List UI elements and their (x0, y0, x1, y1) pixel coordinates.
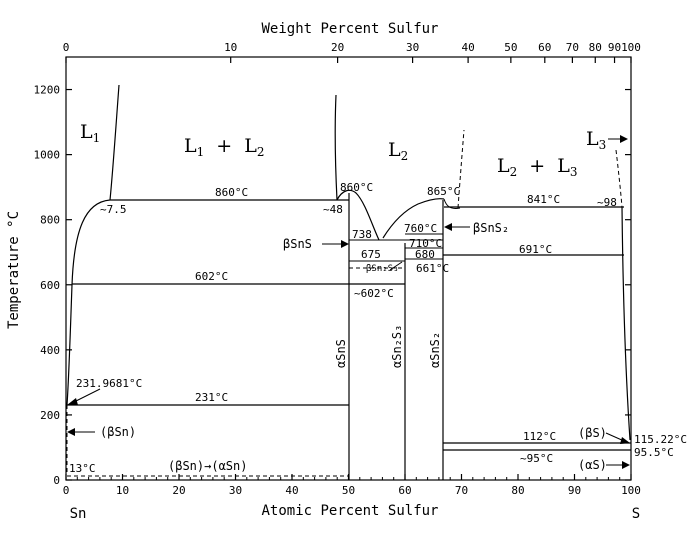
label-48: ~48 (323, 203, 343, 216)
label-680: 680 (415, 248, 435, 261)
top-tick-label: 50 (504, 41, 517, 54)
bottom-tick-label: 100 (621, 484, 641, 497)
label-asn-transition: (βSn)→(αSn) (168, 459, 247, 473)
l3-dashed-boundary (615, 149, 623, 208)
region-l2-l3: L2 + L3 (497, 155, 577, 179)
label-asn2s3: αSn₂S₃ (390, 325, 404, 368)
bottom-tick-label: 20 (172, 484, 185, 497)
bottom-axis-ticks: 0 10 20 30 40 50 60 70 80 90 100 (63, 474, 641, 497)
right-element-label: S (632, 506, 640, 522)
label-bsn2s3: βSn₂S₃ (366, 264, 399, 274)
label-231: 231°C (195, 391, 228, 404)
bs-arrow (605, 432, 630, 444)
top-tick-label: 20 (331, 41, 344, 54)
top-tick-label: 90 (608, 41, 621, 54)
label-13: 13°C (69, 462, 96, 475)
top-tick-label: 60 (538, 41, 551, 54)
label-841: 841°C (527, 193, 560, 206)
left-tick-label: 1000 (34, 149, 61, 162)
label-675: 675 (361, 248, 381, 261)
label-as: (αS) (578, 458, 607, 472)
top-tick-label: 40 (461, 41, 474, 54)
top-tick-label: 30 (406, 41, 419, 54)
label-asns2: αSnS₂ (428, 332, 442, 368)
label-bsns2: βSnS₂ (473, 221, 509, 235)
bsns-arrow (322, 240, 349, 248)
sn-solvus-curve (66, 199, 111, 406)
label-bsn: (βSn) (100, 425, 136, 439)
bottom-tick-label: 10 (116, 484, 129, 497)
bottom-tick-label: 70 (455, 484, 468, 497)
left-element-label: Sn (70, 506, 87, 522)
top-axis-title: Weight Percent Sulfur (261, 21, 438, 37)
bottom-axis-title: Atomic Percent Sulfur (261, 503, 438, 519)
left-tick-label: 600 (40, 279, 60, 292)
left-axis-title: Temperature °C (6, 211, 22, 329)
bottom-tick-label: 60 (398, 484, 411, 497)
bottom-tick-label: 50 (342, 484, 355, 497)
l1-liquidus-line (109, 84, 120, 201)
region-l3: L3 (586, 128, 606, 152)
label-112: 112°C (523, 430, 556, 443)
sn2s3-arrow (389, 261, 403, 271)
top-tick-label: 10 (224, 41, 237, 54)
label-602b: ~602°C (354, 287, 394, 300)
bottom-tick-label: 30 (229, 484, 242, 497)
label-115: 115.22°C (634, 433, 687, 446)
label-231-sn: 231.9681°C (76, 377, 142, 390)
label-bs: (βS) (578, 426, 607, 440)
label-865: 865°C (427, 185, 460, 198)
top-tick-label: 70 (566, 41, 579, 54)
label-602: 602°C (195, 270, 228, 283)
l2-l3-dashed-boundary (457, 129, 465, 209)
label-710: 710°C (409, 237, 442, 250)
label-98: ~98 (597, 196, 617, 209)
sn-melt-arrow (67, 388, 101, 405)
s-side-liquidus (621, 206, 631, 441)
label-asns: αSnS (334, 339, 348, 368)
label-760: 760°C (404, 222, 437, 235)
sns2-liquidus-left (382, 198, 445, 239)
label-955: 95.5°C (634, 446, 674, 459)
as-arrow (606, 461, 630, 469)
bsns2-arrow (444, 223, 470, 231)
label-691: 691°C (519, 243, 552, 256)
region-l2: L2 (388, 139, 408, 163)
bottom-tick-label: 40 (285, 484, 298, 497)
l2-liquidus-left (334, 94, 338, 201)
region-l1-l2: L1 + L2 (184, 135, 264, 159)
bsn-arrow (67, 428, 95, 436)
left-tick-label: 400 (40, 344, 60, 357)
label-860-right: 860°C (340, 181, 373, 194)
left-tick-label: 0 (53, 474, 60, 487)
bottom-tick-label: 0 (63, 484, 70, 497)
sns-liquidus-dome (336, 189, 380, 241)
label-738: 738 (352, 228, 372, 241)
top-tick-label: 80 (589, 41, 602, 54)
top-tick-label: 0 (63, 41, 70, 54)
bottom-tick-label: 80 (511, 484, 524, 497)
label-661: 661°C (416, 262, 449, 275)
left-tick-label: 200 (40, 409, 60, 422)
label-860-left: 860°C (215, 186, 248, 199)
region-l1: L1 (80, 121, 100, 145)
left-tick-label: 1200 (34, 84, 61, 97)
bottom-tick-label: 90 (568, 484, 581, 497)
label-bsns: βSnS (283, 237, 312, 251)
left-axis-ticks: 0 200 400 600 800 1000 1200 (34, 84, 631, 487)
label-75: ~7.5 (100, 203, 127, 216)
left-tick-label: 800 (40, 214, 60, 227)
l3-arrow (608, 135, 628, 143)
top-tick-label: 100 (621, 41, 641, 54)
top-axis-ticks: 0 10 20 30 40 50 60 70 80 90 100 (63, 41, 641, 63)
label-95: ~95°C (520, 452, 553, 465)
